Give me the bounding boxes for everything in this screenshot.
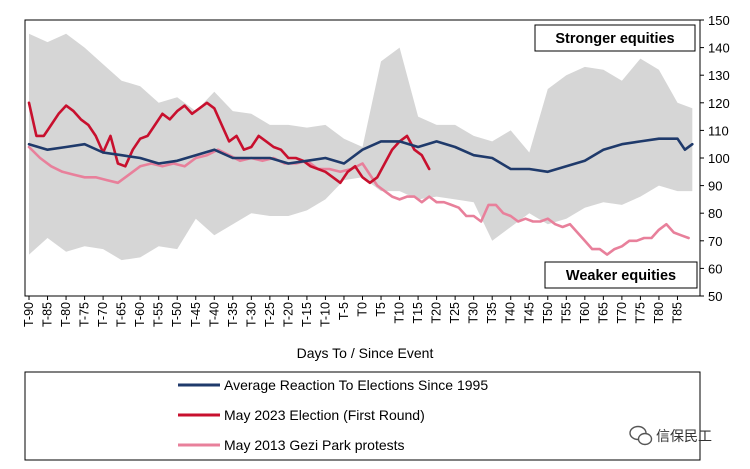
annotation-weaker: Weaker equities xyxy=(544,261,698,289)
legend-label-2013: May 2013 Gezi Park protests xyxy=(224,437,405,453)
x-tick-label: T75 xyxy=(633,302,647,324)
x-tick-label: T80 xyxy=(652,302,666,324)
range-band xyxy=(29,33,693,261)
series-line-2023-election xyxy=(27,101,431,185)
legend-label-average: Average Reaction To Elections Since 1995 xyxy=(224,377,488,393)
y-tick-label: 70 xyxy=(708,234,722,249)
series-line-average xyxy=(27,137,694,174)
y-tick-label: 90 xyxy=(708,179,722,194)
x-tick-label: T35 xyxy=(485,302,499,324)
x-tick-label: T-40 xyxy=(207,302,221,327)
x-tick-label: T-65 xyxy=(115,302,129,327)
y-tick-label: 80 xyxy=(708,206,722,221)
annotation-stronger: Stronger equities xyxy=(534,24,696,52)
x-tick-label: T25 xyxy=(448,302,462,324)
x-tick-label: T40 xyxy=(504,302,518,324)
x-tick-label: T65 xyxy=(596,302,610,324)
wechat-icon xyxy=(629,425,653,446)
x-tick-label: T-45 xyxy=(189,302,203,327)
x-tick-label: T-55 xyxy=(152,302,166,327)
x-tick-label: T-85 xyxy=(41,302,55,327)
x-tick-label: T-10 xyxy=(318,302,332,327)
x-tick-label: T10 xyxy=(393,302,407,324)
x-tick-label: T-60 xyxy=(133,302,147,327)
x-tick-label: T70 xyxy=(615,302,629,324)
x-tick-label: T-15 xyxy=(300,302,314,327)
y-tick-label: 100 xyxy=(708,151,730,166)
x-tick-label: T-70 xyxy=(96,302,110,327)
annotation-stronger-box xyxy=(534,24,696,52)
series-layer xyxy=(27,101,694,256)
y-tick-label: 130 xyxy=(708,68,730,83)
x-tick-label: T20 xyxy=(430,302,444,324)
x-tick-label: T55 xyxy=(559,302,573,324)
y-tick-label: 50 xyxy=(708,289,722,304)
x-tick-label: T60 xyxy=(578,302,592,324)
y-tick-label: 120 xyxy=(708,96,730,111)
y-tick-label: 110 xyxy=(708,123,729,138)
x-tick-label: T50 xyxy=(541,302,555,324)
x-tick-label: T85 xyxy=(671,302,685,324)
x-tick-label: T-90 xyxy=(22,302,36,327)
x-tick-label: T-50 xyxy=(170,302,184,327)
x-tick-label: T-20 xyxy=(281,302,295,327)
watermark-text: 信保民工 xyxy=(656,429,712,445)
y-tick-label: 150 xyxy=(708,13,730,28)
x-tick-label: T45 xyxy=(522,302,536,324)
annotation-weaker-label: Weaker equities xyxy=(566,268,676,284)
legend-label-2023: May 2023 Election (First Round) xyxy=(224,407,425,423)
x-tick-label: T0 xyxy=(356,302,370,317)
x-axis-title: Days To / Since Event xyxy=(297,345,434,361)
x-tick-label: T-30 xyxy=(244,302,258,327)
annotation-weaker-box xyxy=(544,261,698,289)
x-tick-label: T15 xyxy=(411,302,425,324)
x-tick-label: T-25 xyxy=(263,302,277,327)
x-axis: T-90 T-85 T-80 T-75 T-70 T-65 T-60 T-55 T-50 T-45… xyxy=(22,296,685,327)
range-band-layer xyxy=(29,33,693,261)
x-tick-label: T-35 xyxy=(226,302,240,327)
y-tick-label: 140 xyxy=(708,41,730,56)
x-tick-label: T30 xyxy=(467,302,481,324)
legend: Average Reaction To Elections Since 1995… xyxy=(24,371,701,461)
legend-box xyxy=(24,371,701,461)
y-axis: 50 60 70 80 90 100 110 120 130 140 150 xyxy=(700,13,730,304)
x-tick-label: T-5 xyxy=(337,302,351,320)
annotation-stronger-label: Stronger equities xyxy=(555,31,674,47)
series-line-2013-gezi xyxy=(27,145,690,256)
y-tick-label: 60 xyxy=(708,261,722,276)
watermark: 信保民工 xyxy=(629,425,712,446)
x-tick-label: T-75 xyxy=(78,302,92,327)
x-tick-label: T-80 xyxy=(59,302,73,327)
x-tick-label: T5 xyxy=(374,302,388,317)
